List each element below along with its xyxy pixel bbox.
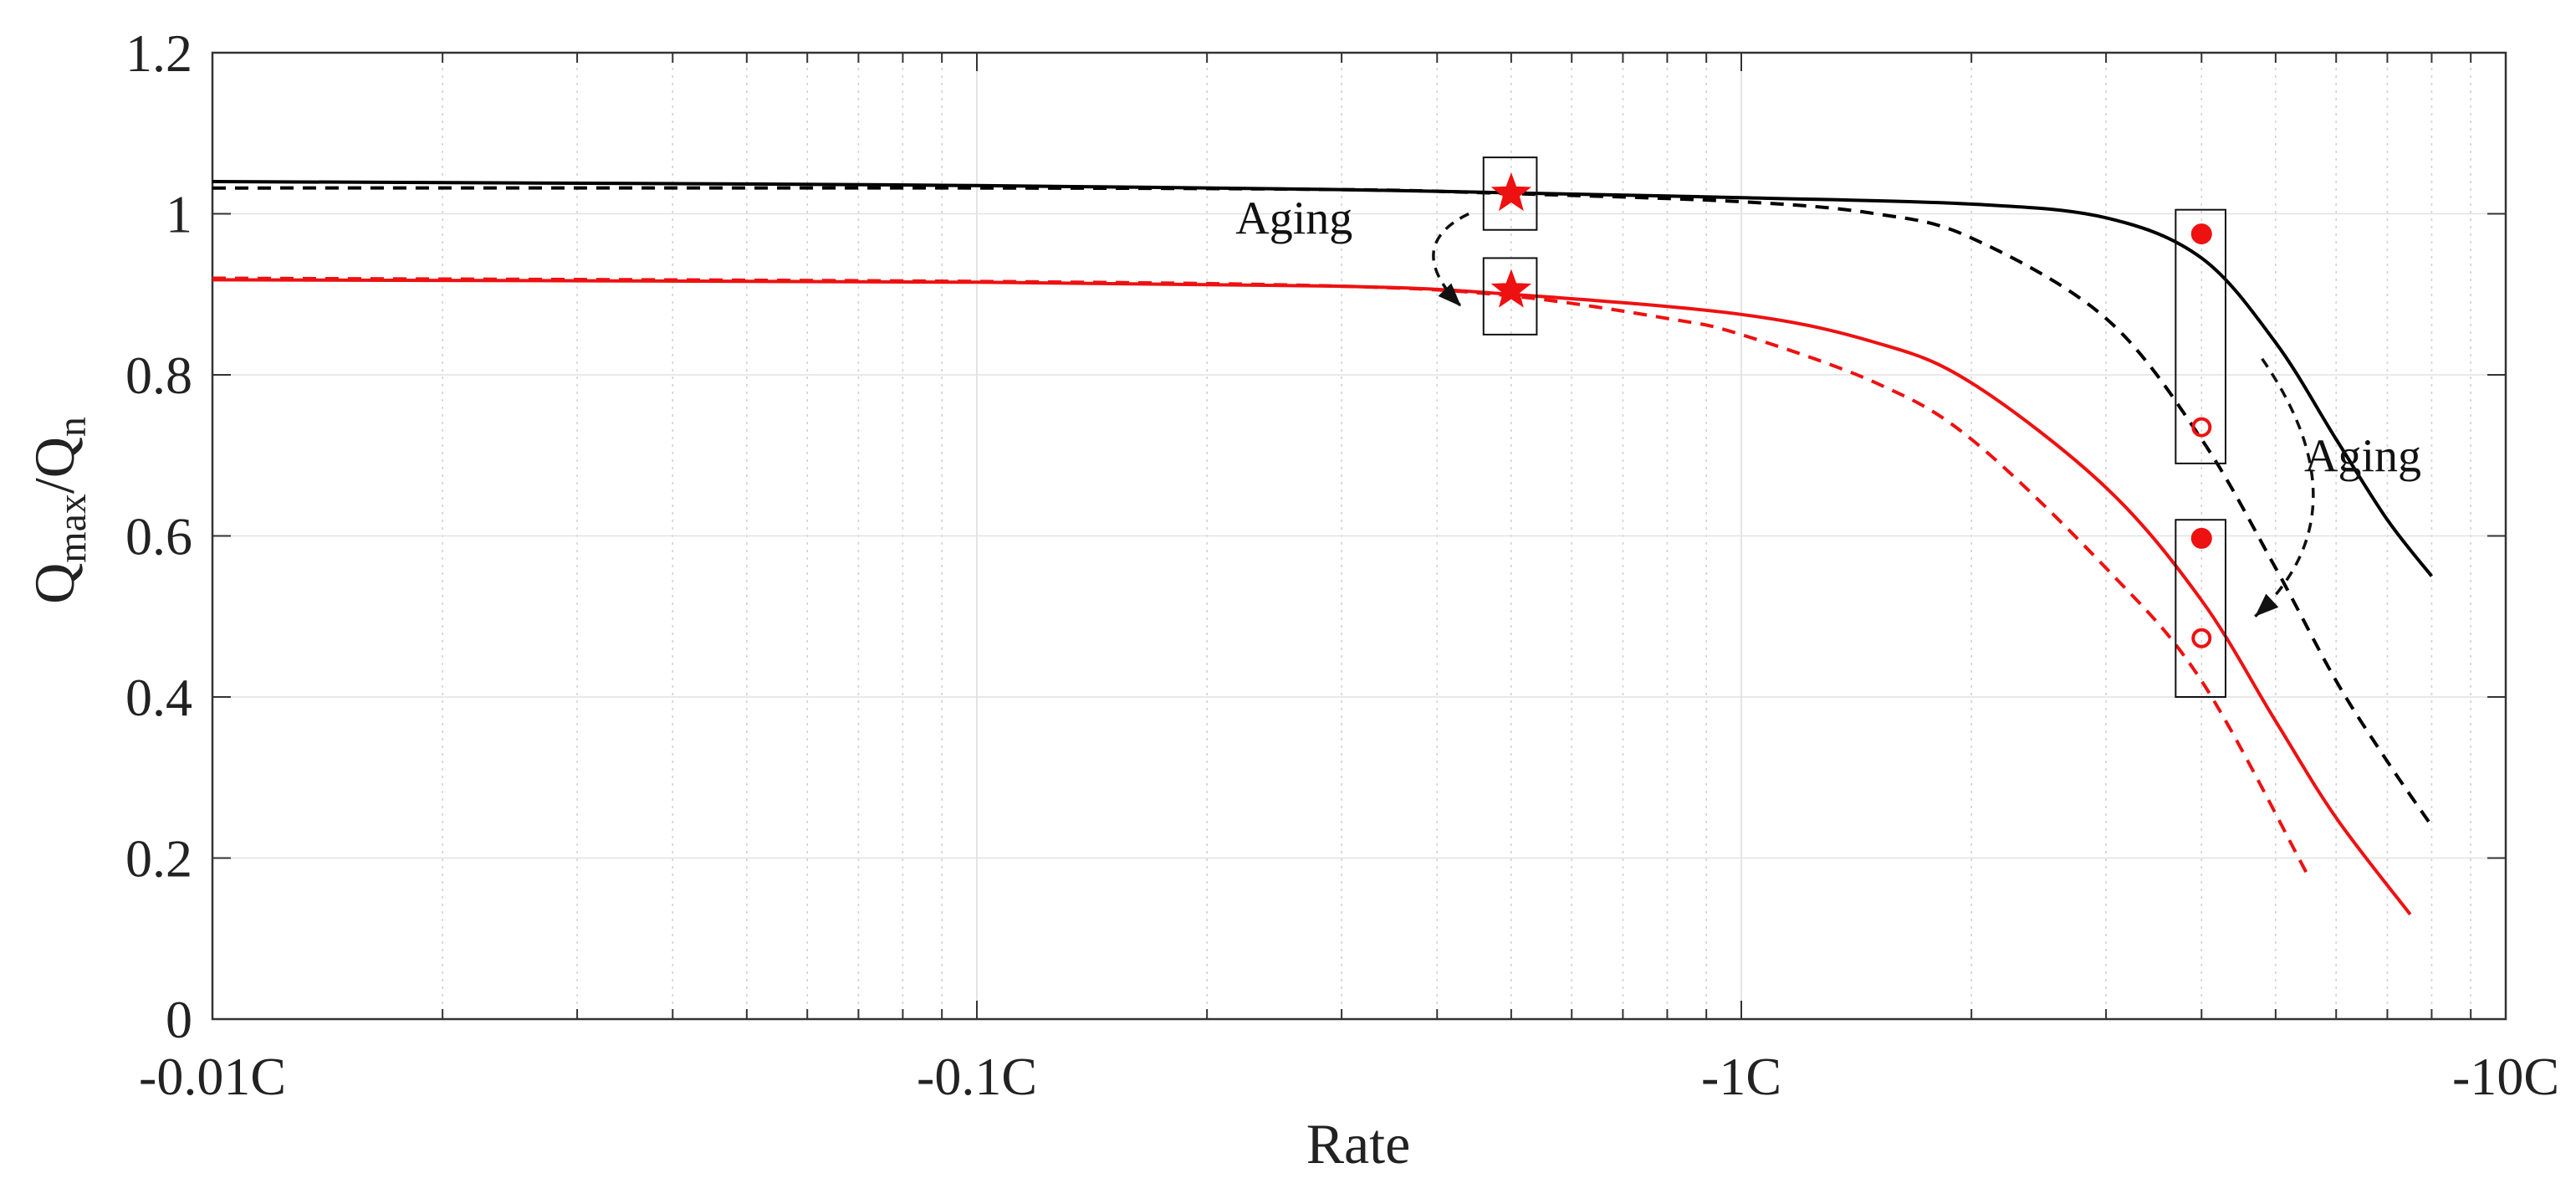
star-marker	[1490, 172, 1532, 212]
series-line-aged-dashed	[212, 276, 2309, 875]
series-layer	[212, 180, 2434, 916]
y-axis-title-sub2: n	[50, 417, 95, 437]
aging-annotation: Aging	[2304, 431, 2421, 483]
x-tick-labels: -0.01C -0.1C -1C -10C	[139, 1047, 2559, 1106]
aging-arrow	[2254, 357, 2315, 618]
x-axis-title: Rate	[1306, 1112, 1411, 1176]
open-circle-marker	[2191, 628, 2212, 648]
series-line-fresh-solid	[212, 180, 2433, 577]
y-axis-title-q: Q	[23, 563, 86, 604]
series-line-aged-solid	[212, 278, 2412, 916]
y-tick-label: 0	[166, 990, 192, 1049]
highlight-box	[1482, 156, 1538, 231]
filled-circle-marker	[2190, 527, 2212, 549]
x-tick-label: -10C	[2452, 1047, 2559, 1106]
open-circle-marker	[2191, 417, 2212, 438]
ticks	[212, 52, 2506, 1020]
x-tick-label: -0.1C	[917, 1047, 1037, 1106]
y-axis-title-mid: /Q	[23, 437, 86, 494]
arrows-layer	[1432, 212, 2315, 618]
y-axis-title-sub1: max	[50, 494, 95, 563]
x-tick-label: -0.01C	[139, 1047, 286, 1106]
highlight-box	[2175, 519, 2226, 698]
filled-circle-marker	[2190, 223, 2212, 245]
y-axis-title: Qmax/Qn	[23, 417, 95, 604]
markers-layer	[1490, 172, 2212, 648]
star-marker	[1490, 269, 1532, 308]
highlight-box	[1482, 257, 1538, 336]
y-tick-label: 1	[166, 185, 192, 244]
y-tick-label: 0.2	[125, 829, 192, 889]
aging-annotation: Aging	[1235, 193, 1352, 245]
y-tick-label: 0.4	[125, 668, 192, 727]
aging-arrow	[1432, 212, 1469, 308]
aging-arrowhead	[1438, 283, 1461, 307]
y-tick-label: 0.6	[125, 507, 192, 566]
annotations: Aging Aging	[1235, 193, 2421, 483]
highlight-box	[2175, 208, 2226, 464]
y-tick-labels: 0 0.2 0.4 0.6 0.8 1 1.2	[125, 23, 192, 1049]
x-tick-label: -1C	[1701, 1047, 1781, 1106]
grid	[212, 52, 2506, 1020]
series-line-fresh-dashed	[212, 186, 2434, 828]
y-tick-label: 1.2	[125, 23, 192, 83]
aging-arrowhead	[2255, 593, 2279, 617]
boxes-layer	[1482, 156, 2226, 698]
y-tick-label: 0.8	[125, 346, 192, 405]
